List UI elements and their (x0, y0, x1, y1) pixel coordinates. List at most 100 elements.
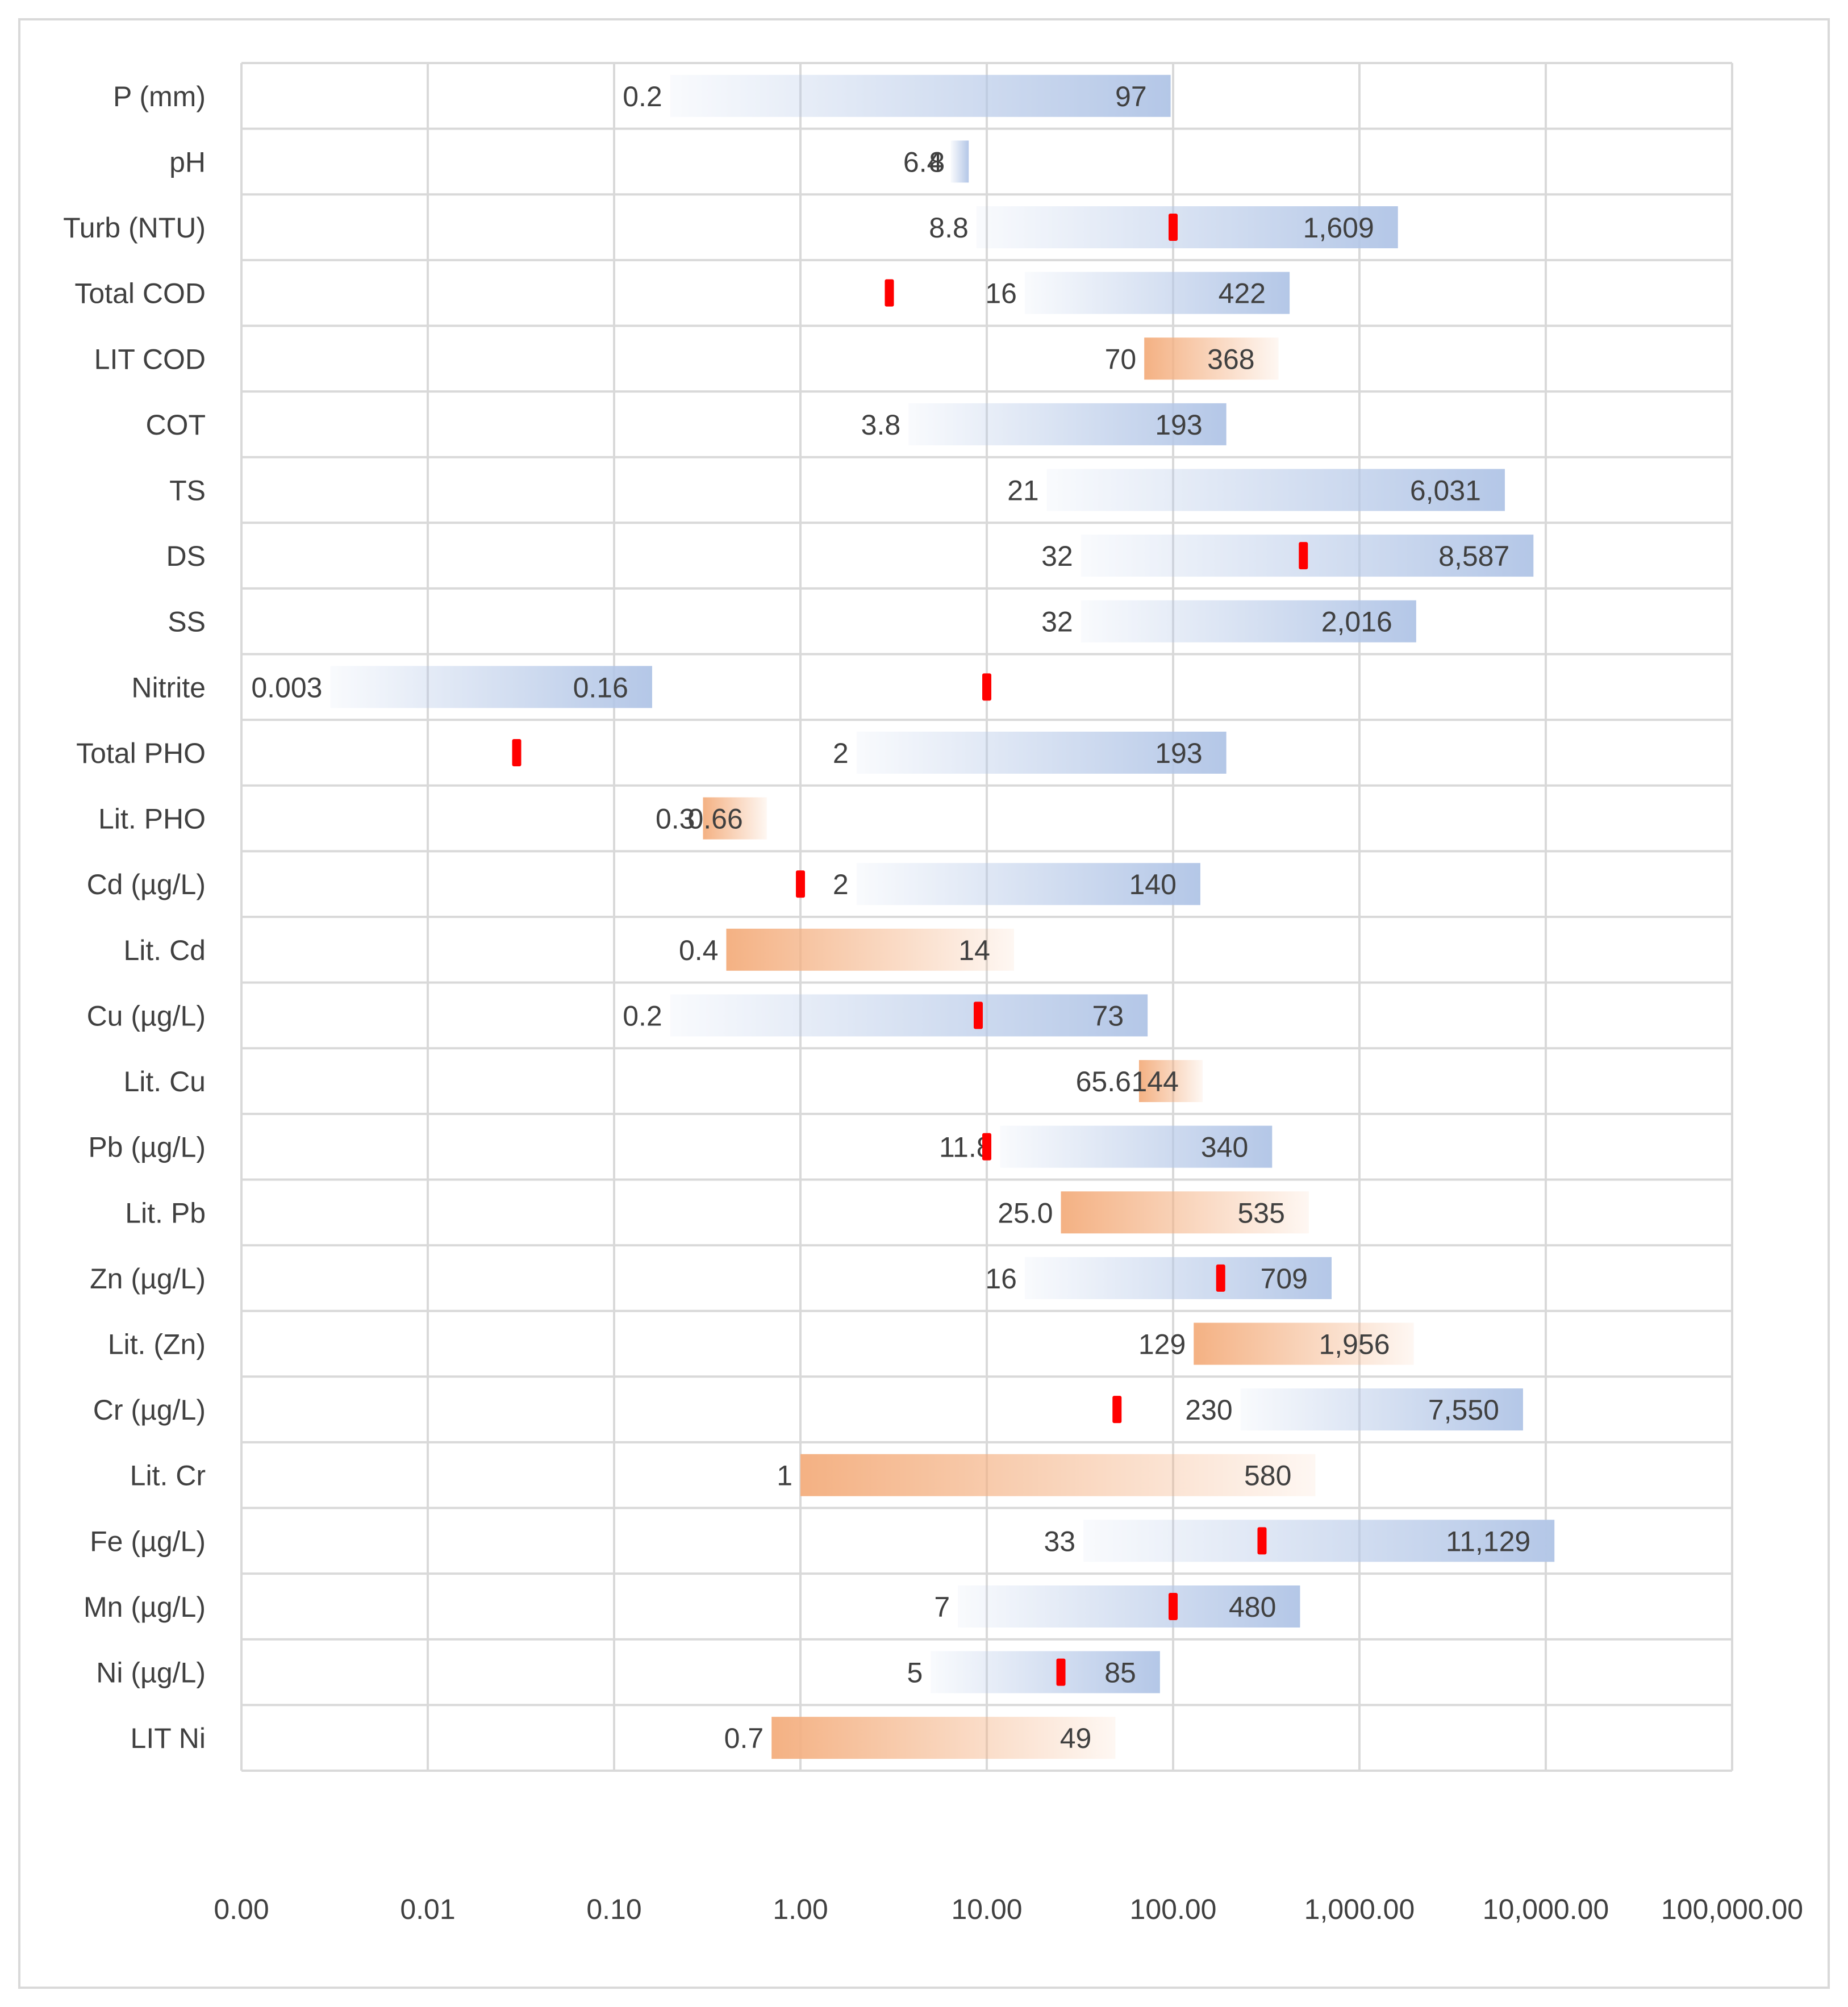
measured-range-bar (931, 1651, 1160, 1693)
x-tick-label: 1,000.00 (1304, 1893, 1415, 1925)
reference-marker (1112, 1396, 1122, 1424)
x-tick-label: 1.00 (773, 1893, 828, 1925)
category-label: Lit. Cr (130, 1460, 206, 1492)
measured-range-bar (1083, 1520, 1555, 1562)
min-value-label: 0.4 (679, 934, 719, 966)
max-value-label: 709 (1261, 1263, 1308, 1295)
measured-range-bar (976, 206, 1398, 249)
reference-marker (885, 279, 894, 307)
category-label: P (mm) (113, 81, 206, 112)
max-value-label: 422 (1219, 278, 1266, 310)
max-value-label: 1,956 (1319, 1329, 1390, 1361)
min-value-label: 6.4 (903, 146, 943, 178)
max-value-label: 193 (1155, 409, 1202, 441)
category-label: Cd (µg/L) (87, 869, 206, 900)
min-value-label: 0.3 (656, 803, 695, 835)
min-value-label: 0.7 (724, 1722, 764, 1754)
reference-markers (512, 214, 1308, 1686)
max-value-label: 85 (1104, 1657, 1136, 1689)
min-value-label: 21 (1007, 475, 1039, 507)
measured-range-bar (670, 994, 1148, 1037)
min-value-label: 3.8 (861, 409, 901, 441)
min-value-label: 2 (833, 869, 849, 900)
max-value-label: 0.66 (687, 803, 742, 835)
category-label: Ni (µg/L) (96, 1657, 206, 1689)
grid-lines (240, 62, 1733, 1772)
measured-range-bar (1024, 1257, 1332, 1299)
measured-range-bar (1240, 1388, 1523, 1431)
category-label: Cr (µg/L) (93, 1394, 206, 1426)
category-label: Lit. Cu (123, 1066, 206, 1098)
axis-labels: 0.00 0.01 0.10 1.00 10.00 100.00 1,000.00 10,00… (63, 81, 1803, 1925)
x-tick-label: 10.00 (951, 1893, 1022, 1925)
literature-range-bar (726, 928, 1014, 971)
reference-marker (1169, 1592, 1178, 1620)
category-label: Total PHO (76, 737, 206, 769)
x-tick-label: 100,000.00 (1661, 1893, 1803, 1925)
max-value-label: 1,609 (1303, 212, 1374, 244)
measured-range-bar (856, 863, 1200, 906)
max-value-label: 14 (958, 934, 990, 966)
category-label: Turb (NTU) (63, 212, 206, 244)
measured-range-bar (856, 731, 1227, 774)
max-value-label: 8,587 (1438, 540, 1509, 572)
category-label: Lit. PHO (98, 803, 206, 835)
literature-range-bar (1138, 1060, 1203, 1103)
min-value-label: 33 (1044, 1525, 1075, 1557)
max-value-label: 480 (1229, 1591, 1276, 1623)
max-value-label: 11,129 (1446, 1525, 1530, 1557)
max-value-label: 580 (1244, 1460, 1291, 1492)
min-value-label: 129 (1138, 1329, 1186, 1361)
max-value-label: 140 (1129, 869, 1176, 900)
category-label: Lit. Cd (123, 934, 206, 966)
min-value-label: 0.2 (623, 81, 662, 112)
max-value-label: 144 (1132, 1066, 1179, 1098)
literature-range-bar (771, 1717, 1116, 1759)
reference-marker (982, 1133, 991, 1161)
max-value-label: 49 (1060, 1722, 1092, 1754)
category-label: Fe (µg/L) (90, 1525, 206, 1557)
category-label: Pb (µg/L) (88, 1132, 206, 1163)
literature-range-bar (703, 797, 767, 840)
max-value-label: 0.16 (573, 671, 628, 703)
reference-marker (1299, 542, 1308, 570)
x-tick-label: 0.00 (214, 1893, 269, 1925)
range-bars (330, 74, 1555, 1759)
measured-range-bar (908, 403, 1227, 445)
min-value-label: 32 (1041, 606, 1073, 638)
max-value-label: 97 (1115, 81, 1147, 112)
literature-range-bar (1144, 337, 1279, 380)
max-value-label: 73 (1092, 1000, 1124, 1032)
category-label: Mn (µg/L) (84, 1591, 206, 1623)
category-label: SS (168, 606, 206, 638)
min-value-label: 7 (934, 1591, 950, 1623)
category-label: LIT COD (94, 343, 206, 375)
literature-range-bar (1061, 1191, 1309, 1234)
min-value-label: 0.2 (623, 1000, 662, 1032)
min-value-label: 1 (777, 1460, 792, 1492)
measured-range-bar (330, 666, 652, 708)
category-label: COT (145, 409, 206, 441)
max-value-label: 535 (1237, 1197, 1284, 1229)
x-tick-label: 100.00 (1130, 1893, 1217, 1925)
category-label: Total COD (74, 278, 206, 310)
category-label: LIT Ni (131, 1722, 206, 1754)
literature-range-bar (800, 1454, 1316, 1496)
min-value-label: 32 (1041, 540, 1073, 572)
reference-marker (982, 673, 991, 701)
x-tick-label: 0.10 (586, 1893, 641, 1925)
min-value-label: 2 (833, 737, 849, 769)
max-value-label: 340 (1201, 1132, 1248, 1163)
min-value-label: 5 (907, 1657, 923, 1689)
measured-range-bar (1081, 600, 1416, 642)
max-value-label: 2,016 (1321, 606, 1392, 638)
measured-range-bar (1000, 1125, 1273, 1168)
min-value-label: 70 (1105, 343, 1137, 375)
category-label: DS (166, 540, 206, 572)
category-label: Cu (µg/L) (87, 1000, 206, 1032)
max-value-label: 193 (1155, 737, 1202, 769)
literature-range-bar (1194, 1322, 1414, 1365)
reference-marker (1216, 1264, 1225, 1292)
reference-marker (512, 738, 522, 766)
